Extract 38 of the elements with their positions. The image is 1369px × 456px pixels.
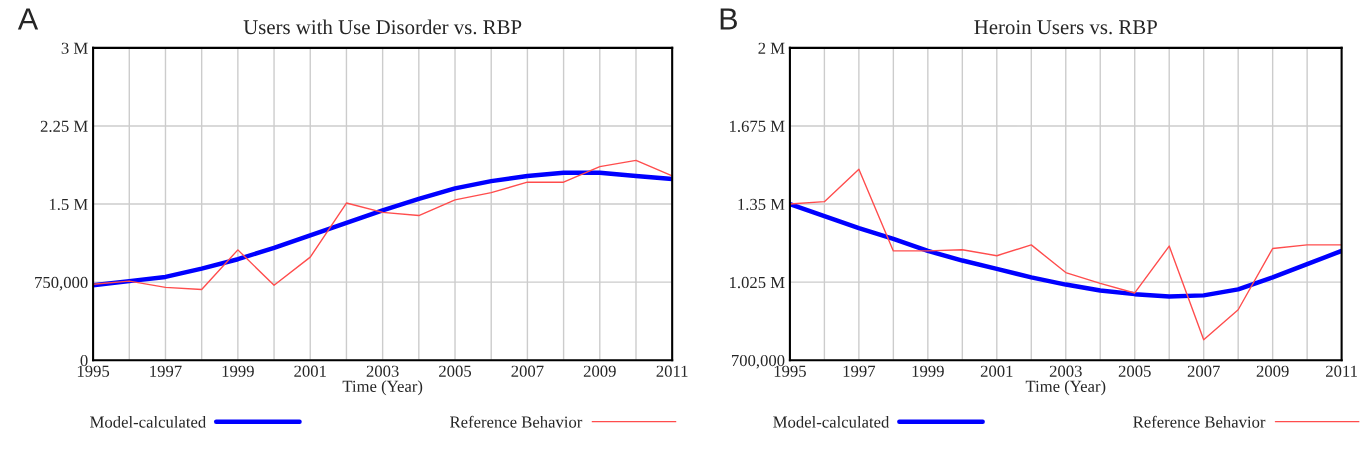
x-tick-label: 2001 — [294, 365, 326, 377]
legend-label: Model-calculated — [773, 415, 890, 428]
y-tick-label: 750,000 — [35, 276, 88, 291]
x-tick-label: 2009 — [1256, 365, 1289, 377]
chart-title: Users with Use Disorder vs. RBP — [243, 19, 522, 35]
x-tick-label: 2009 — [583, 365, 616, 377]
x-tick-label: 2011 — [656, 365, 688, 377]
y-tick-label: 1.025 M — [730, 276, 785, 289]
x-tick-label: 2003 — [1049, 365, 1082, 377]
x-tick-label: 2001 — [980, 365, 1013, 377]
x-tick-label: 2005 — [439, 365, 472, 377]
x-axis-title: Time (Year) — [342, 380, 423, 396]
x-tick-label: 1999 — [912, 365, 944, 377]
x-tick-label: 1999 — [222, 365, 254, 377]
text: A — [17, 8, 39, 30]
y-tick-label: 1.35 M — [738, 198, 785, 211]
x-tick-label: 1997 — [843, 365, 876, 377]
x-tick-label: 2011 — [1326, 365, 1357, 377]
y-tick-label: 0 — [80, 354, 88, 367]
legend-label: Reference Behavior — [450, 415, 583, 428]
y-tick-label: 3 M — [61, 42, 88, 54]
x-axis-title: Time (Year) — [1025, 380, 1106, 396]
x-tick-label: 1997 — [150, 365, 182, 377]
legend-label: Reference Behavior — [1133, 415, 1266, 428]
x-tick-label: 1995 — [77, 365, 110, 377]
line-series — [789, 168, 1342, 341]
text: B — [720, 8, 737, 30]
x-tick-label: 2005 — [1118, 365, 1151, 377]
y-tick-label: 2 M — [758, 42, 785, 54]
y-tick-label: 1.675 M — [730, 120, 785, 132]
line-series — [789, 201, 1342, 299]
x-tick-label: 2003 — [366, 365, 399, 377]
x-tick-label: 2007 — [511, 365, 544, 377]
legend-label: Model-calculated — [90, 415, 206, 428]
y-tick-label: 2.25 M — [40, 120, 88, 132]
x-tick-label: 2007 — [1187, 365, 1220, 377]
y-tick-label: 1.5 M — [49, 198, 88, 211]
chart-title: Heroin Users vs. RBP — [974, 20, 1157, 35]
